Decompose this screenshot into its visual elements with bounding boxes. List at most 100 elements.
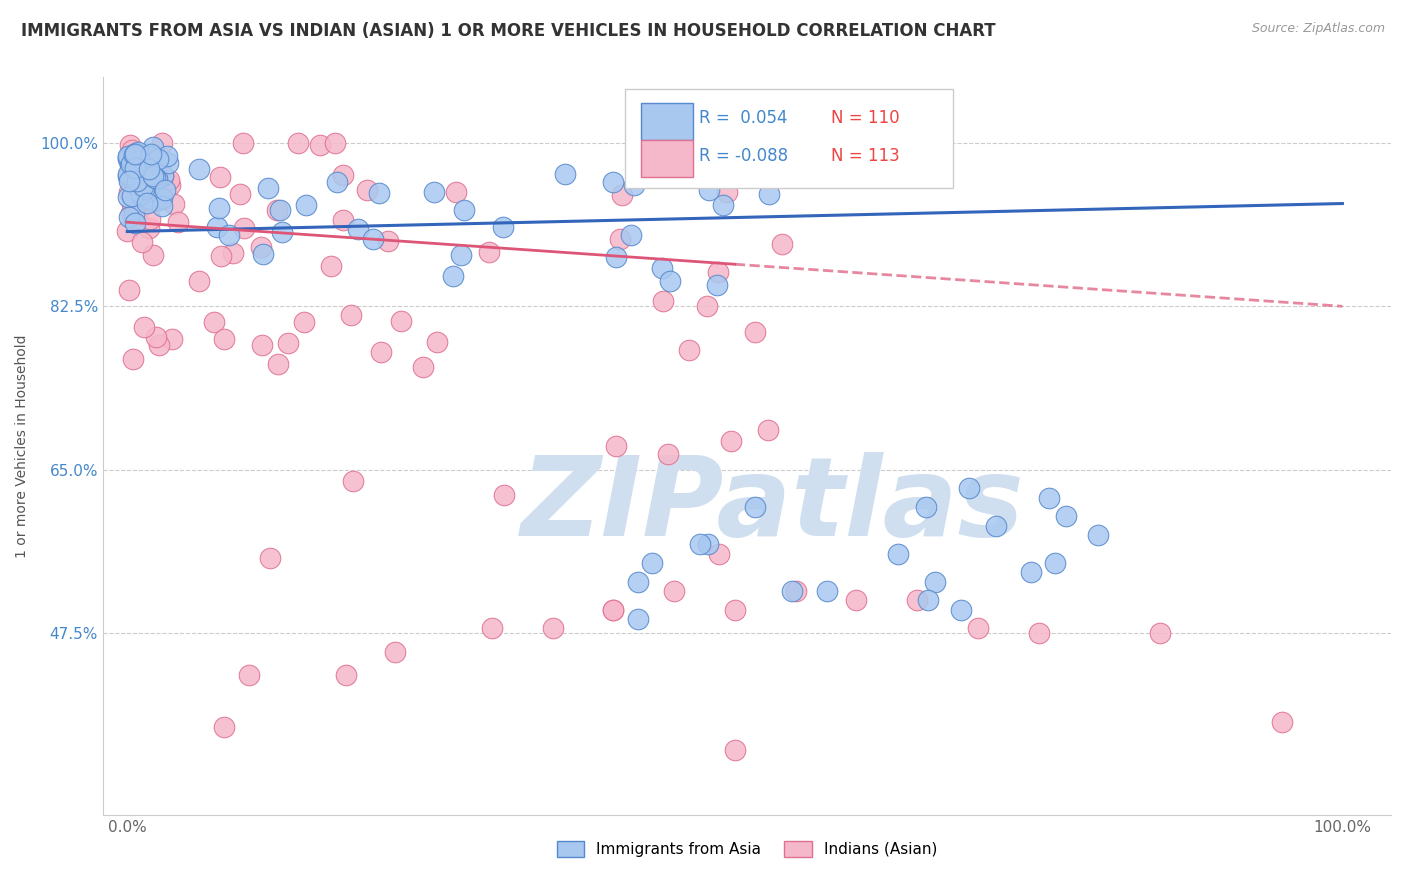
Point	[153, 183, 176, 197]
Point	[845, 593, 868, 607]
Point	[950, 603, 973, 617]
Point	[139, 212, 162, 227]
Point	[651, 261, 673, 276]
Point	[132, 179, 155, 194]
Point	[132, 320, 155, 334]
Point	[146, 172, 169, 186]
Point	[117, 152, 139, 166]
Point	[706, 278, 728, 293]
Point	[127, 158, 149, 172]
Point	[744, 325, 766, 339]
Point	[308, 137, 330, 152]
Point	[218, 227, 240, 242]
Point	[129, 187, 152, 202]
Point	[758, 186, 780, 201]
Point	[323, 136, 346, 150]
Point	[759, 169, 782, 183]
Point	[744, 500, 766, 514]
Point	[271, 225, 294, 239]
Point	[689, 537, 711, 551]
Point	[412, 359, 434, 374]
Point	[426, 335, 449, 350]
Point	[159, 178, 181, 192]
Point	[142, 169, 165, 184]
Point	[335, 668, 357, 682]
Point	[117, 150, 139, 164]
Point	[146, 152, 169, 166]
Point	[187, 161, 209, 176]
Point	[138, 169, 160, 184]
Point	[605, 438, 627, 452]
Point	[453, 202, 475, 217]
Point	[118, 186, 141, 200]
Point	[124, 195, 146, 210]
Point	[125, 206, 148, 220]
Point	[122, 150, 145, 164]
Point	[384, 645, 406, 659]
Point	[662, 584, 685, 599]
Point	[129, 166, 152, 180]
Point	[125, 146, 148, 161]
Point	[128, 170, 150, 185]
Point	[602, 603, 624, 617]
Point	[627, 612, 650, 626]
Point	[756, 423, 779, 437]
Point	[124, 216, 146, 230]
Point	[145, 330, 167, 344]
Point	[250, 240, 273, 254]
Point	[128, 154, 150, 169]
Point	[118, 174, 141, 188]
Point	[121, 197, 143, 211]
Point	[129, 189, 152, 203]
Point	[641, 556, 664, 570]
Point	[924, 574, 946, 589]
Point	[657, 447, 679, 461]
Point	[122, 169, 145, 183]
Point	[986, 518, 1008, 533]
Point	[627, 574, 650, 589]
Point	[658, 274, 681, 288]
Point	[122, 147, 145, 161]
Point	[389, 314, 412, 328]
Point	[135, 196, 157, 211]
Point	[127, 152, 149, 166]
Point	[257, 181, 280, 195]
Point	[609, 232, 631, 246]
Point	[356, 183, 378, 197]
Point	[118, 210, 141, 224]
Point	[152, 169, 174, 183]
Point	[209, 249, 232, 263]
Point	[121, 188, 143, 202]
FancyBboxPatch shape	[624, 88, 953, 188]
Point	[125, 169, 148, 183]
Point	[142, 140, 165, 154]
Point	[124, 161, 146, 175]
Point	[716, 186, 738, 200]
Point	[212, 332, 235, 346]
Point	[697, 537, 720, 551]
Point	[914, 500, 936, 514]
Point	[117, 284, 139, 298]
Point	[266, 203, 288, 218]
Point	[553, 167, 575, 181]
FancyBboxPatch shape	[641, 103, 693, 140]
Point	[610, 188, 633, 202]
Point	[129, 153, 152, 168]
Point	[132, 182, 155, 196]
Point	[138, 161, 160, 176]
Point	[707, 265, 730, 279]
Point	[125, 167, 148, 181]
Point	[125, 186, 148, 201]
Point	[657, 164, 679, 178]
Point	[481, 622, 503, 636]
Point	[150, 191, 173, 205]
Point	[166, 215, 188, 229]
Point	[238, 668, 260, 682]
Point	[188, 274, 211, 288]
Point	[118, 158, 141, 172]
Point	[125, 174, 148, 188]
Point	[141, 188, 163, 202]
Point	[326, 175, 349, 189]
Point	[150, 136, 173, 151]
Text: R =  0.054: R = 0.054	[699, 109, 787, 127]
